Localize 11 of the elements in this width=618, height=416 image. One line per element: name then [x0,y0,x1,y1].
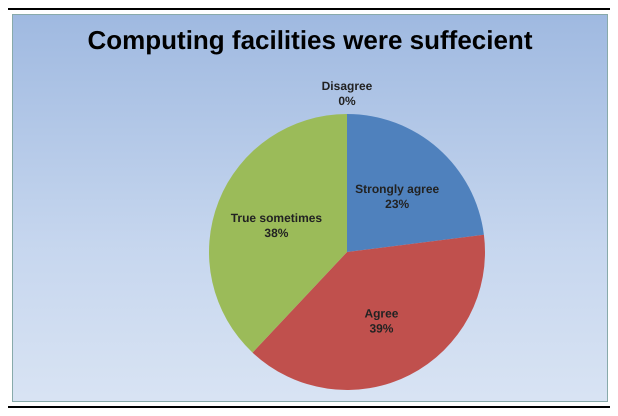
pie-slice [347,114,484,252]
slice-label: True sometimes [230,211,322,226]
slice-label: Strongly agree [355,182,440,196]
data-label: 38% [264,226,289,240]
pie-slice [209,114,347,353]
data-label: 39% [369,322,394,336]
chart-title: Computing facilities were suffecient [86,25,534,56]
category-label: Disagree [322,79,372,93]
text: 0% [338,94,356,108]
data-label: 23% [385,197,410,212]
slice-label: Agree [364,306,399,321]
